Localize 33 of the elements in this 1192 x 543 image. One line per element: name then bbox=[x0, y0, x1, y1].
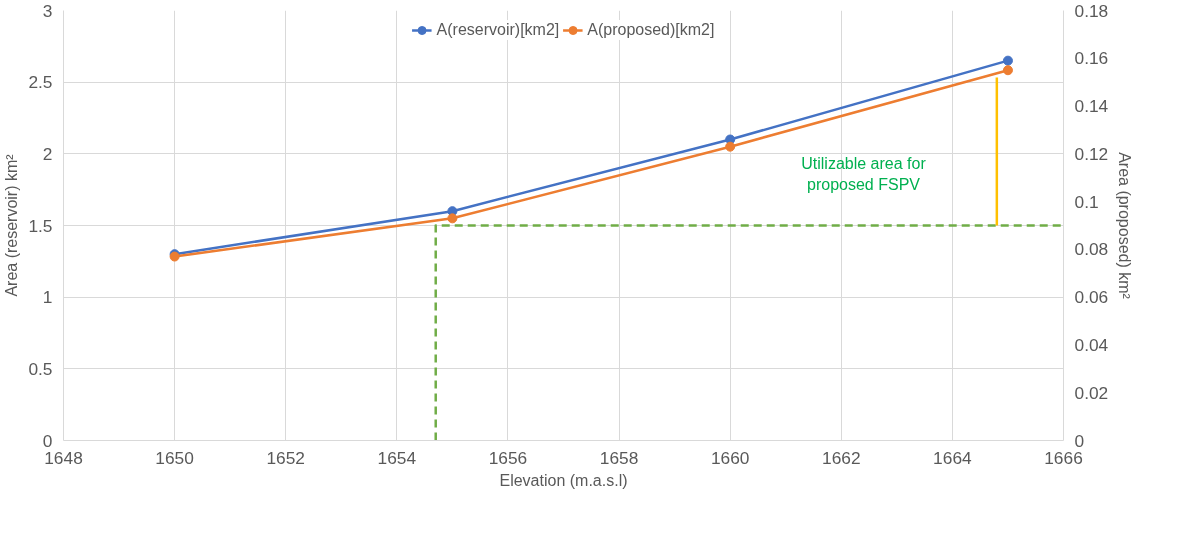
y2-tick-label: 0.14 bbox=[1074, 96, 1109, 117]
y-tick-label: 0.5 bbox=[28, 358, 53, 379]
y-axis-title: Area (reservoir) km² bbox=[3, 153, 21, 297]
point bbox=[1002, 65, 1013, 76]
x-tick-label: 1658 bbox=[599, 447, 639, 468]
x-axis-title: Elevation (m.a.s.l) bbox=[499, 471, 628, 489]
y-tick-label: 3 bbox=[42, 0, 53, 21]
x-tick-label: 1656 bbox=[488, 447, 528, 468]
y-tick-label: 2.5 bbox=[28, 72, 53, 93]
x-tick-label: 1650 bbox=[155, 447, 194, 468]
y2-tick-label: 0.04 bbox=[1074, 334, 1109, 355]
legend-label: A(proposed)[km2] bbox=[587, 21, 715, 39]
y-tick-label: 2 bbox=[42, 143, 53, 164]
x-tick-label: 1662 bbox=[822, 447, 861, 468]
annotation: Utilizable area for proposed FSPV bbox=[801, 155, 927, 193]
y2-tick-label: 0.08 bbox=[1074, 239, 1109, 260]
y-tick-label: 1 bbox=[42, 287, 53, 308]
x-tick-label: 1654 bbox=[377, 447, 417, 468]
x-tick-label: 1652 bbox=[266, 447, 306, 468]
y-tick-label: 1.5 bbox=[28, 215, 53, 236]
x-tick-label: 1660 bbox=[710, 447, 750, 468]
y2-tick-label: 0.16 bbox=[1074, 48, 1109, 69]
legend-label: A(reservoir)[km2] bbox=[436, 21, 560, 39]
y2-axis-title: Area (proposed) km² bbox=[1116, 152, 1134, 300]
point bbox=[725, 141, 736, 152]
x-tick-label: 1664 bbox=[933, 447, 973, 468]
point bbox=[447, 213, 458, 224]
y2-tick-label: 0.02 bbox=[1074, 382, 1109, 403]
point bbox=[1002, 55, 1013, 66]
y2-tick-label: 0.12 bbox=[1074, 143, 1109, 164]
y2-tick-label: 0.1 bbox=[1074, 191, 1099, 212]
y2-tick-label: 0.06 bbox=[1074, 287, 1109, 308]
y2-tick-label: 0.18 bbox=[1074, 0, 1109, 21]
